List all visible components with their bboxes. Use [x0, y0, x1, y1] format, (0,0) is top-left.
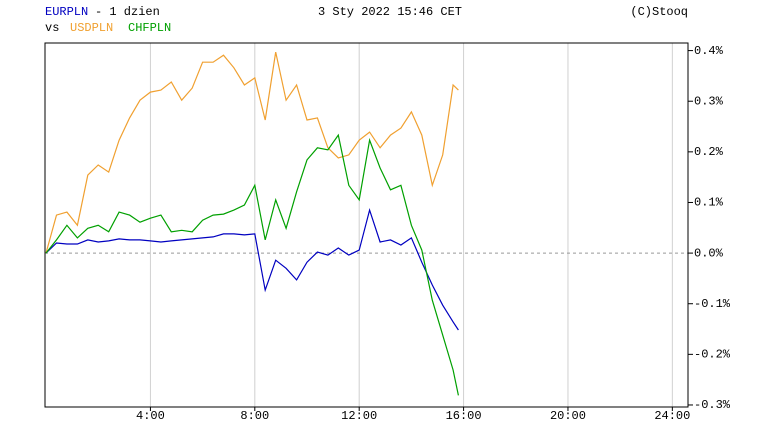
x-tick-label: 8:00	[240, 409, 269, 423]
y-tick-label: 0.0%	[694, 246, 724, 260]
x-tick-label: 12:00	[341, 409, 377, 423]
x-tick-label: 4:00	[136, 409, 165, 423]
y-tick-label: -0.2%	[694, 348, 731, 362]
y-tick-label: -0.1%	[694, 297, 731, 311]
series-line	[45, 133, 459, 396]
legend-entry: CHFPLN	[128, 21, 171, 35]
y-tick-label: 0.4%	[694, 44, 724, 58]
y-tick-label: 0.2%	[694, 145, 724, 159]
legend-entry: EURPLN	[45, 5, 88, 19]
vs-label: vs	[45, 21, 59, 35]
chart-title: - 1 dzien	[95, 5, 160, 19]
legend-entry: USDPLN	[70, 21, 113, 35]
y-tick-label: 0.3%	[694, 94, 724, 108]
series-line	[45, 51, 459, 254]
x-tick-label: 16:00	[446, 409, 482, 423]
y-tick-label: 0.1%	[694, 196, 724, 210]
series-line	[45, 207, 459, 331]
plot-frame	[44, 42, 689, 408]
credit: (C)Stooq	[630, 5, 688, 19]
x-tick-label: 24:00	[654, 409, 690, 423]
chart-subtitle: 3 Sty 2022 15:46 CET	[318, 5, 462, 19]
y-tick-label: -0.3%	[694, 398, 731, 412]
x-tick-label: 20:00	[550, 409, 586, 423]
